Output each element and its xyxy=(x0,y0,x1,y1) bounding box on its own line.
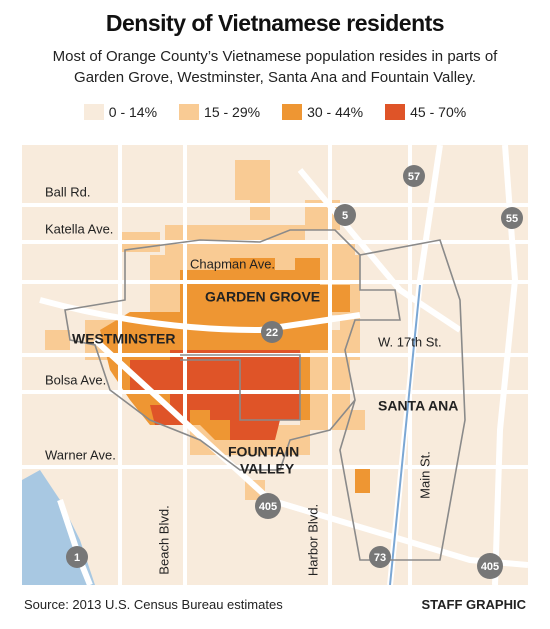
highway-label: 55 xyxy=(506,213,518,225)
street-label: W. 17th St. xyxy=(378,334,442,349)
highway-label: 57 xyxy=(408,171,420,183)
source: Source: 2013 U.S. Census Bureau estimate… xyxy=(24,597,283,612)
street-label: Chapman Ave. xyxy=(190,256,275,271)
street-label: Harbor Blvd. xyxy=(305,504,320,576)
highway-label: 73 xyxy=(374,552,386,564)
highway-label: 5 xyxy=(342,210,348,222)
highway-label: 405 xyxy=(481,561,499,573)
legend-label: 30 - 44% xyxy=(307,104,364,120)
legend-item: 30 - 44% xyxy=(282,104,363,120)
street-label: Bolsa Ave. xyxy=(45,372,106,387)
legend-item: 0 - 14% xyxy=(83,104,158,120)
legend-label: 0 - 14% xyxy=(108,104,158,120)
city-label: VALLEY xyxy=(240,461,295,477)
highway-label: 405 xyxy=(259,501,277,513)
legend-label: 15 - 29% xyxy=(204,104,261,120)
river xyxy=(389,284,421,585)
credit: STAFF GRAPHIC xyxy=(421,597,526,612)
city-label: WESTMINSTER xyxy=(72,331,175,347)
title: Density of Vietnamese residents xyxy=(105,10,445,36)
street-label: Main St. xyxy=(417,451,432,499)
street-label: Katella Ave. xyxy=(45,221,113,236)
street-label: Beach Blvd. xyxy=(156,505,171,574)
legend-swatch xyxy=(179,104,200,120)
city-label: FOUNTAIN xyxy=(228,444,299,460)
legend-swatch xyxy=(282,104,303,120)
street-label: Warner Ave. xyxy=(45,447,116,462)
legend-swatch xyxy=(385,104,406,120)
highway-label: 1 xyxy=(74,552,80,564)
highway-label: 22 xyxy=(266,327,278,339)
legend: 0 - 14% 15 - 29% 30 - 44% 45 - 70% xyxy=(0,104,550,120)
subtitle: Most of Orange County’s Vietnamese popul… xyxy=(52,48,498,86)
legend-item: 45 - 70% xyxy=(385,104,466,120)
city-label: SANTA ANA xyxy=(378,398,458,414)
highway-shields: 57 55 5 22 405 405 73 1 xyxy=(66,165,523,579)
legend-swatch xyxy=(83,104,104,120)
city-boundaries xyxy=(64,229,466,561)
street-label: Ball Rd. xyxy=(45,184,91,199)
city-label: GARDEN GROVE xyxy=(205,289,320,305)
legend-label: 45 - 70% xyxy=(410,104,467,120)
legend-item: 15 - 29% xyxy=(179,104,260,120)
